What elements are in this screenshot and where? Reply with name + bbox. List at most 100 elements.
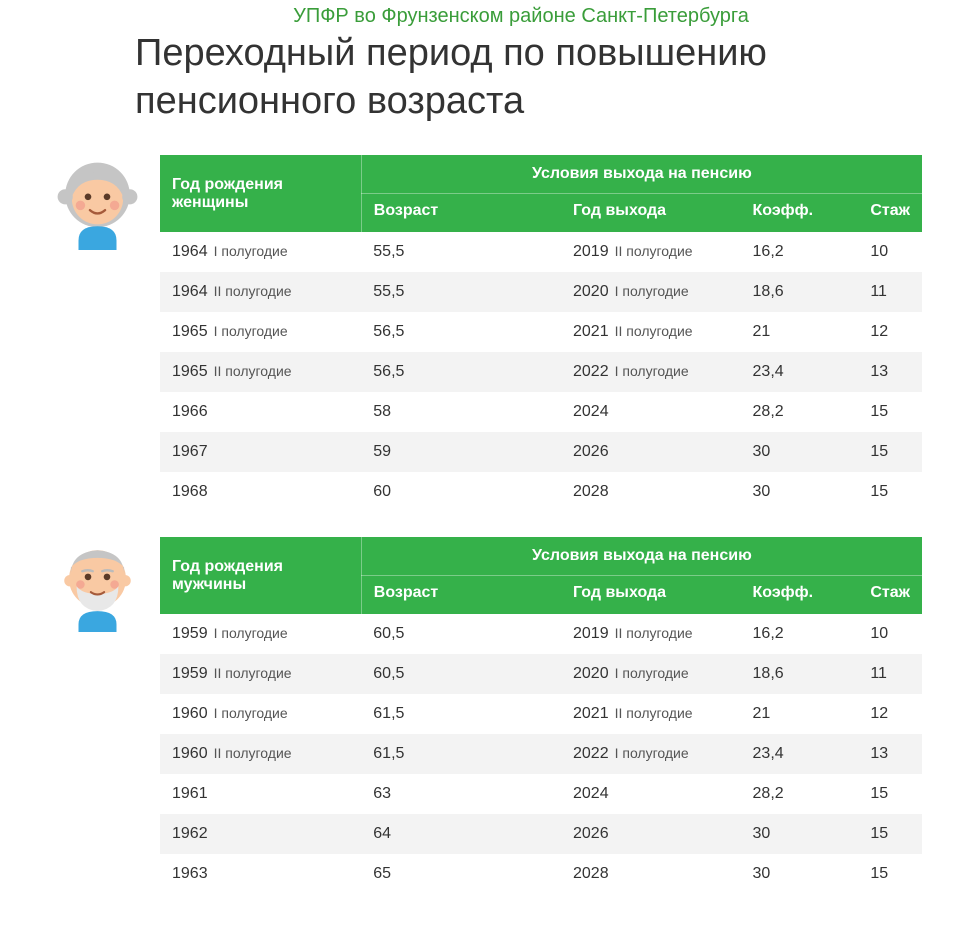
birth-year-cell: 1964I полугодие — [160, 232, 361, 272]
birth-year-cell: 1963 — [160, 854, 361, 894]
stage-header: Стаж — [858, 194, 922, 233]
exit-year-cell: 2026 — [561, 814, 741, 854]
exit-year-cell: 2022I полугодие — [561, 352, 741, 392]
women-section: Год рождения женщиныУсловия выхода на пе… — [50, 155, 922, 512]
age-cell: 60,5 — [361, 614, 561, 654]
table-row: 1959I полугодие60,52019II полугодие16,21… — [160, 614, 922, 654]
men-section: Год рождения мужчиныУсловия выхода на пе… — [50, 537, 922, 894]
exit-year-cell: 2022I полугодие — [561, 734, 741, 774]
birth-year-header: Год рождения мужчины — [160, 537, 361, 614]
exit-year-cell: 2020I полугодие — [561, 272, 741, 312]
age-cell: 56,5 — [361, 312, 561, 352]
coef-cell: 18,6 — [741, 272, 859, 312]
birth-year-cell: 1960I полугодие — [160, 694, 361, 734]
coef-cell: 18,6 — [741, 654, 859, 694]
table-row: 1965I полугодие56,52021II полугодие2112 — [160, 312, 922, 352]
exit-year-cell: 2028 — [561, 854, 741, 894]
table-row: 19626420263015 — [160, 814, 922, 854]
age-cell: 55,5 — [361, 232, 561, 272]
age-header: Возраст — [361, 576, 561, 615]
stage-cell: 15 — [858, 814, 922, 854]
stage-header: Стаж — [858, 576, 922, 615]
coef-cell: 21 — [741, 312, 859, 352]
man-avatar-icon — [50, 537, 145, 632]
age-cell: 60,5 — [361, 654, 561, 694]
age-cell: 65 — [361, 854, 561, 894]
table-row: 1960II полугодие61,52022I полугодие23,41… — [160, 734, 922, 774]
age-cell: 61,5 — [361, 734, 561, 774]
age-cell: 55,5 — [361, 272, 561, 312]
table-row: 19636520283015 — [160, 854, 922, 894]
org-header: УПФР во Фрунзенском районе Санкт-Петербу… — [120, 5, 922, 28]
age-cell: 56,5 — [361, 352, 561, 392]
stage-cell: 11 — [858, 654, 922, 694]
coef-cell: 30 — [741, 472, 859, 512]
age-cell: 64 — [361, 814, 561, 854]
stage-cell: 12 — [858, 312, 922, 352]
exit_year-header: Год выхода — [561, 576, 741, 615]
birth-year-header: Год рождения женщины — [160, 155, 361, 232]
birth-year-cell: 1965II полугодие — [160, 352, 361, 392]
table-row: 1965II полугодие56,52022I полугодие23,41… — [160, 352, 922, 392]
stage-cell: 11 — [858, 272, 922, 312]
coef-header: Коэфф. — [741, 194, 859, 233]
exit-year-cell: 2024 — [561, 774, 741, 814]
stage-cell: 15 — [858, 774, 922, 814]
table-row: 196658202428,215 — [160, 392, 922, 432]
birth-year-cell: 1966 — [160, 392, 361, 432]
coef-cell: 30 — [741, 814, 859, 854]
age-cell: 59 — [361, 432, 561, 472]
coef-cell: 16,2 — [741, 614, 859, 654]
table-row: 1959II полугодие60,52020I полугодие18,61… — [160, 654, 922, 694]
age-cell: 60 — [361, 472, 561, 512]
stage-cell: 15 — [858, 472, 922, 512]
stage-cell: 15 — [858, 392, 922, 432]
stage-cell: 10 — [858, 614, 922, 654]
stage-cell: 15 — [858, 854, 922, 894]
page-title: Переходный период по повышению пенсионно… — [135, 30, 922, 125]
stage-cell: 15 — [858, 432, 922, 472]
birth-year-cell: 1961 — [160, 774, 361, 814]
conditions-header: Условия выхода на пенсию — [361, 537, 922, 576]
coef-cell: 23,4 — [741, 734, 859, 774]
age-cell: 63 — [361, 774, 561, 814]
birth-year-cell: 1959I полугодие — [160, 614, 361, 654]
birth-year-cell: 1962 — [160, 814, 361, 854]
table-row: 19675920263015 — [160, 432, 922, 472]
exit_year-header: Год выхода — [561, 194, 741, 233]
coef-cell: 28,2 — [741, 774, 859, 814]
woman-avatar-icon — [50, 155, 145, 250]
men-table: Год рождения мужчиныУсловия выхода на пе… — [160, 537, 922, 894]
exit-year-cell: 2024 — [561, 392, 741, 432]
coef-cell: 28,2 — [741, 392, 859, 432]
exit-year-cell: 2020I полугодие — [561, 654, 741, 694]
stage-cell: 13 — [858, 734, 922, 774]
exit-year-cell: 2028 — [561, 472, 741, 512]
coef-cell: 30 — [741, 432, 859, 472]
stage-cell: 12 — [858, 694, 922, 734]
exit-year-cell: 2021II полугодие — [561, 694, 741, 734]
table-row: 19686020283015 — [160, 472, 922, 512]
table-row: 1964II полугодие55,52020I полугодие18,61… — [160, 272, 922, 312]
birth-year-cell: 1960II полугодие — [160, 734, 361, 774]
birth-year-cell: 1959II полугодие — [160, 654, 361, 694]
age-cell: 58 — [361, 392, 561, 432]
exit-year-cell: 2021II полугодие — [561, 312, 741, 352]
coef-header: Коэфф. — [741, 576, 859, 615]
women-table: Год рождения женщиныУсловия выхода на пе… — [160, 155, 922, 512]
table-row: 196163202428,215 — [160, 774, 922, 814]
coef-cell: 23,4 — [741, 352, 859, 392]
birth-year-cell: 1965I полугодие — [160, 312, 361, 352]
stage-cell: 10 — [858, 232, 922, 272]
stage-cell: 13 — [858, 352, 922, 392]
birth-year-cell: 1968 — [160, 472, 361, 512]
age-cell: 61,5 — [361, 694, 561, 734]
table-row: 1964I полугодие55,52019II полугодие16,21… — [160, 232, 922, 272]
exit-year-cell: 2019II полугодие — [561, 614, 741, 654]
table-row: 1960I полугодие61,52021II полугодие2112 — [160, 694, 922, 734]
coef-cell: 21 — [741, 694, 859, 734]
exit-year-cell: 2019II полугодие — [561, 232, 741, 272]
coef-cell: 30 — [741, 854, 859, 894]
coef-cell: 16,2 — [741, 232, 859, 272]
birth-year-cell: 1964II полугодие — [160, 272, 361, 312]
